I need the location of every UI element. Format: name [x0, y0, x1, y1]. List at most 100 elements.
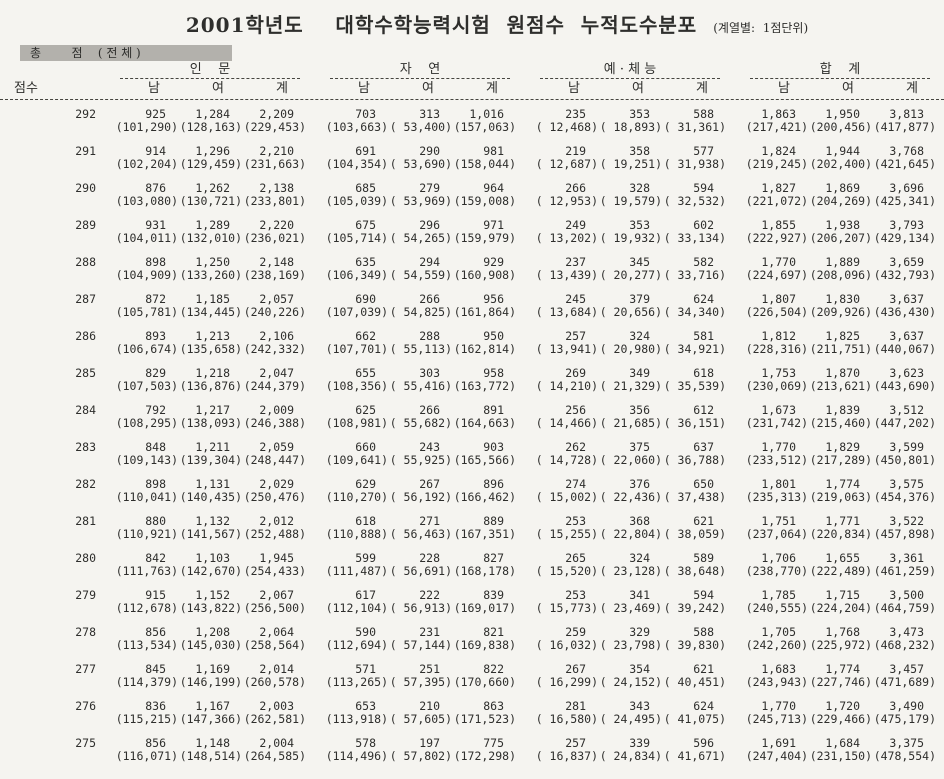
count-value: 2,029 [259, 477, 294, 491]
count-value: 279 [419, 181, 440, 195]
cumulative-line: (102,204) (129,459) (231,663) (104,354)( 53… [8, 158, 936, 171]
count-value: 290 [419, 144, 440, 158]
cumulative-value: ( 12,468) [535, 120, 598, 134]
group-cells-0: (108,295) (138,093) (246,388) [114, 417, 306, 430]
count-value: 256 [565, 403, 586, 417]
count-value: 589 [693, 551, 714, 565]
score-value: 283 [75, 440, 96, 454]
count-value: 889 [483, 514, 504, 528]
group-cells-0: (110,041) (140,435) (250,476) [114, 491, 306, 504]
score-value: 281 [75, 514, 96, 528]
cumulative-value: (114,379) [115, 675, 178, 689]
group-cells-0: 848 1,211 2,059 [114, 441, 306, 454]
cumulative-value: (106,674) [115, 342, 178, 356]
count-value: 3,490 [889, 699, 924, 713]
cumulative-value: (260,578) [243, 675, 306, 689]
count-value: 1,132 [195, 514, 230, 528]
count-value: 266 [565, 181, 586, 195]
group-cells-0: 914 1,296 2,210 [114, 145, 306, 158]
cumulative-value: ( 14,728) [535, 453, 598, 467]
cumulative-value: (158,044) [453, 157, 516, 171]
cumulative-value: (217,421) [745, 120, 808, 134]
cumulative-value: ( 12,953) [535, 194, 598, 208]
table-row: 289 931 1,289 2,220 675 296 971 249 353 602 1,855 1… [8, 219, 936, 245]
count-value: 1,016 [469, 107, 504, 121]
group-cells-3: (222,927) (206,207) (429,134) [744, 232, 936, 245]
group-cells-1: (111,487)( 56,691) (168,178) [324, 565, 516, 578]
cumulative-value: ( 35,539) [663, 379, 726, 393]
count-value: 1,751 [761, 514, 796, 528]
group-cells-3: 1,863 1,950 3,813 [744, 108, 936, 121]
frequency-line: 275 856 1,148 2,004 578 197 775 257 339 596 1,691 1… [8, 737, 936, 750]
group-cells-1: (104,354)( 53,690) (158,044) [324, 158, 516, 171]
group-cells-2: 266 328 594 [534, 182, 726, 195]
group-underline [539, 78, 721, 79]
count-value: 1,839 [825, 403, 860, 417]
group-cells-2: ( 16,299)( 24,152)( 40,451) [534, 676, 726, 689]
count-value: 1,771 [825, 514, 860, 528]
score-value: 279 [75, 588, 96, 602]
cumulative-value: ( 41,671) [663, 749, 726, 763]
count-value: 267 [419, 477, 440, 491]
cumulative-value: (162,814) [453, 342, 516, 356]
group-cells-3: 1,751 1,771 3,522 [744, 515, 936, 528]
group-cells-3: 1,706 1,655 3,361 [744, 552, 936, 565]
cumulative-value: (228,316) [745, 342, 808, 356]
group-cells-1: (107,701)( 55,113) (162,814) [324, 343, 516, 356]
count-value: 1,770 [761, 440, 796, 454]
group-cells-0: (114,379) (146,199) (260,578) [114, 676, 306, 689]
cumulative-value: (142,670) [179, 564, 242, 578]
score-value: 280 [75, 551, 96, 565]
cumulative-value: (107,039) [325, 305, 388, 319]
group-header-natural-sciences: 자 연 [324, 62, 516, 79]
count-value: 856 [145, 625, 166, 639]
count-value: 872 [145, 292, 166, 306]
count-value: 3,575 [889, 477, 924, 491]
title-row: 2001학년도 대학수학능력시험 원점수 누적도수분포 (계열별: 1점단위) [8, 6, 936, 45]
cumulative-line: (104,909) (133,260) (238,169) (106,349)( 54… [8, 269, 936, 282]
cumulative-value: (432,793) [873, 268, 936, 282]
group-cells-1: 675 296 971 [324, 219, 516, 232]
cumulative-value: (231,742) [745, 416, 808, 430]
count-value: 929 [483, 255, 504, 269]
cumulative-value: (102,204) [115, 157, 178, 171]
document-page: 2001학년도 대학수학능력시험 원점수 누적도수분포 (계열별: 1점단위) … [0, 6, 944, 763]
group-cells-1: 578 197 775 [324, 737, 516, 750]
score-spacer [8, 232, 96, 245]
cumulative-value: (457,898) [873, 527, 936, 541]
count-value: 856 [145, 736, 166, 750]
cumulative-value: (262,581) [243, 712, 306, 726]
group-cells-1: 625 266 891 [324, 404, 516, 417]
cumulative-value: ( 56,913) [389, 601, 452, 615]
cumulative-value: (108,295) [115, 416, 178, 430]
count-value: 257 [565, 329, 586, 343]
count-value: 703 [355, 107, 376, 121]
cumulative-line: (109,143) (139,304) (248,447) (109,641)( 55… [8, 454, 936, 467]
cumulative-value: ( 54,265) [389, 231, 452, 245]
cumulative-value: (110,041) [115, 490, 178, 504]
group-cells-0: 872 1,185 2,057 [114, 293, 306, 306]
cumulative-value: ( 18,893) [599, 120, 662, 134]
cumulative-value: (233,512) [745, 453, 808, 467]
group-cells-1: (114,496)( 57,802) (172,298) [324, 750, 516, 763]
frequency-line: 290 876 1,262 2,138 685 279 964 266 328 594 1,827 1… [8, 182, 936, 195]
cumulative-value: (264,585) [243, 749, 306, 763]
cumulative-value: ( 19,251) [599, 157, 662, 171]
group-cells-3: 1,807 1,830 3,637 [744, 293, 936, 306]
count-value: 245 [565, 292, 586, 306]
group-cells-3: (224,697) (208,096) (432,793) [744, 269, 936, 282]
group-cells-1: 690 266 956 [324, 293, 516, 306]
group-cells-3: (217,421) (200,456) (417,877) [744, 121, 936, 134]
cumulative-value: ( 38,648) [663, 564, 726, 578]
count-value: 1,753 [761, 366, 796, 380]
cumulative-value: ( 12,687) [535, 157, 598, 171]
cumulative-value: (238,770) [745, 564, 808, 578]
cumulative-value: (233,801) [243, 194, 306, 208]
count-value: 1,250 [195, 255, 230, 269]
cumulative-value: (169,838) [453, 638, 516, 652]
score-spacer [8, 343, 96, 356]
cumulative-value: ( 22,436) [599, 490, 662, 504]
count-value: 1,938 [825, 218, 860, 232]
cumulative-value: (475,179) [873, 712, 936, 726]
table-row: 285 829 1,218 2,047 655 303 958 269 349 618 1,753 1… [8, 367, 936, 393]
